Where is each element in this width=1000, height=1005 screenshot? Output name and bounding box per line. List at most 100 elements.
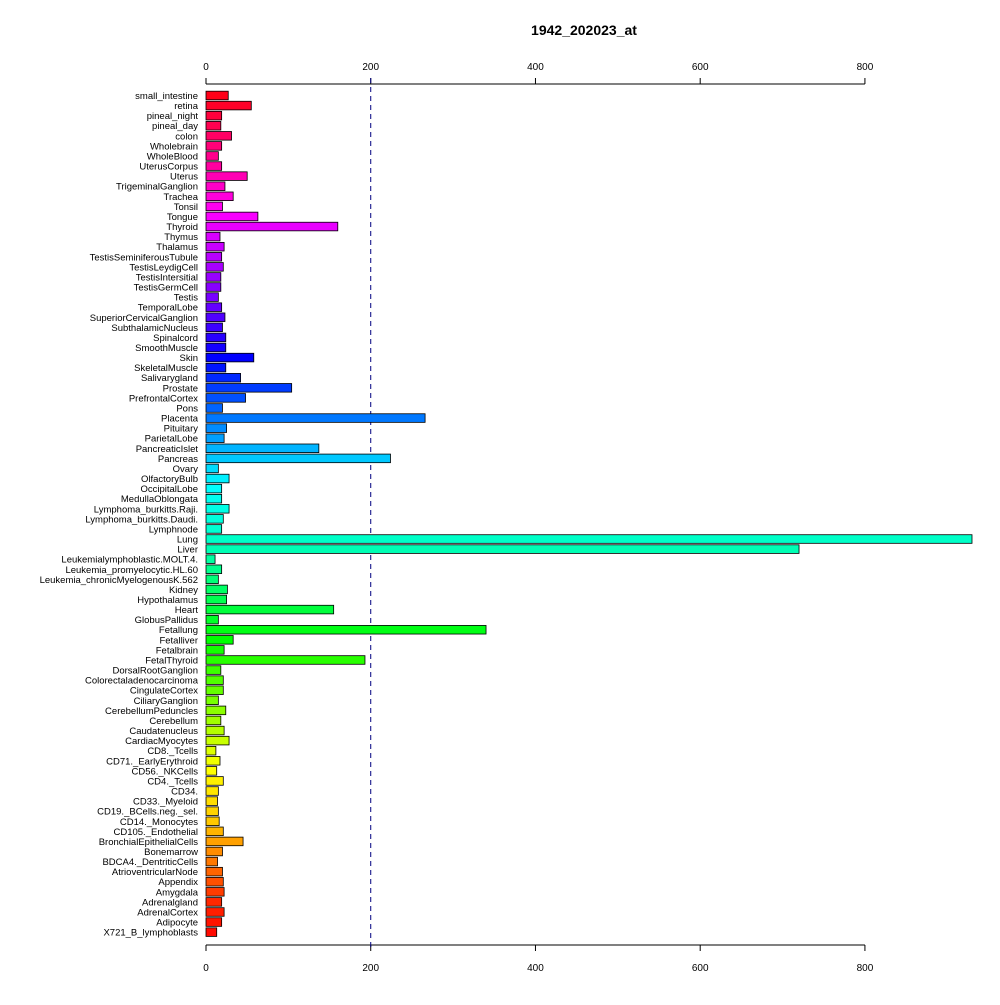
top-tick-label: 200 bbox=[362, 62, 379, 73]
category-label: Thymus bbox=[164, 232, 198, 243]
bar bbox=[205, 473, 230, 484]
bar bbox=[205, 574, 219, 585]
category-label: SubthalamicNucleus bbox=[111, 323, 198, 334]
category-label: Fetallung bbox=[159, 625, 198, 636]
bar bbox=[205, 695, 219, 706]
category-label: CD8._Tcells bbox=[147, 746, 198, 757]
category-label: TestisSeminiferousTubule bbox=[90, 252, 198, 263]
bar bbox=[205, 433, 225, 443]
bar bbox=[205, 322, 223, 333]
bar bbox=[205, 373, 241, 383]
bar bbox=[205, 201, 223, 212]
category-label: colon bbox=[175, 131, 198, 142]
category-label: Leukemia_chronicMyelogenousK.562 bbox=[40, 575, 198, 586]
category-label: Hypothalamus bbox=[137, 595, 198, 606]
bar bbox=[205, 272, 222, 282]
category-label: BDCA4._DentriticCells bbox=[102, 857, 198, 868]
bar bbox=[205, 534, 973, 544]
category-label: Thalamus bbox=[156, 242, 198, 253]
category-label: Thyroid bbox=[166, 222, 198, 233]
category-label: Prostate bbox=[163, 383, 198, 394]
bar bbox=[205, 625, 487, 635]
category-label: Kidney bbox=[169, 585, 198, 596]
bar bbox=[205, 594, 227, 605]
category-label: TestisGermCell bbox=[134, 283, 198, 294]
category-label: Ovary bbox=[173, 464, 199, 475]
bar bbox=[205, 544, 800, 554]
bar bbox=[205, 181, 226, 191]
bar bbox=[205, 877, 224, 887]
bar bbox=[205, 806, 219, 816]
category-label: X721_B_lymphoblasts bbox=[103, 928, 198, 939]
bar bbox=[205, 342, 227, 353]
bar bbox=[205, 413, 426, 423]
bar bbox=[205, 443, 320, 454]
bar bbox=[205, 635, 234, 645]
bar bbox=[205, 393, 246, 403]
category-label: GlobusPallidus bbox=[135, 615, 199, 626]
category-label: Appendix bbox=[158, 877, 198, 888]
bar bbox=[205, 252, 223, 262]
bar bbox=[205, 302, 223, 312]
category-label: WholeBlood bbox=[147, 151, 198, 162]
bottom-tick-label: 600 bbox=[692, 963, 709, 974]
category-label: Wholebrain bbox=[150, 141, 198, 152]
bar bbox=[205, 403, 223, 413]
category-label: CingulateCortex bbox=[130, 686, 198, 697]
category-label: Lymphoma_burkitts.Raji. bbox=[94, 504, 198, 515]
category-label: Fetalbrain bbox=[156, 645, 198, 656]
category-label: Caudatenucleus bbox=[129, 726, 198, 737]
bottom-axis: 0 200 400 600 800 bbox=[203, 944, 874, 974]
bars-group bbox=[205, 90, 973, 937]
category-label: FetalThyroid bbox=[145, 655, 198, 666]
bar bbox=[205, 866, 223, 877]
bottom-tick-label: 0 bbox=[203, 963, 209, 974]
category-label: Colorectaladenocarcinoma bbox=[85, 676, 199, 687]
category-label: CiliaryGanglion bbox=[134, 696, 198, 707]
category-label: small_intestine bbox=[135, 91, 198, 102]
category-label: PancreaticIslet bbox=[136, 444, 199, 455]
bar bbox=[205, 332, 227, 343]
bar bbox=[205, 604, 335, 615]
bar bbox=[205, 171, 248, 181]
category-label: CD4._Tcells bbox=[147, 776, 198, 787]
bar bbox=[205, 907, 225, 917]
category-label: Leukemialymphoblastic.MOLT.4. bbox=[61, 555, 198, 566]
category-label: OccipitalLobe bbox=[140, 484, 198, 495]
category-label: Pituitary bbox=[164, 424, 199, 435]
category-label: TemporalLobe bbox=[138, 303, 198, 314]
bottom-tick-label: 800 bbox=[857, 963, 874, 974]
category-label: Uterus bbox=[170, 172, 198, 183]
bar bbox=[205, 725, 225, 736]
bar bbox=[205, 685, 224, 695]
bar bbox=[205, 927, 218, 937]
bar bbox=[205, 131, 232, 141]
category-label: Lung bbox=[177, 535, 198, 546]
category-label: AdrenalCortex bbox=[137, 907, 198, 918]
bottom-tick-label: 400 bbox=[527, 963, 544, 974]
bar bbox=[205, 241, 225, 252]
category-label: DorsalRootGanglion bbox=[112, 666, 198, 677]
bar bbox=[205, 756, 221, 766]
category-label: CD71._EarlyErythroid bbox=[106, 756, 198, 767]
bar bbox=[205, 423, 227, 433]
bar bbox=[205, 514, 224, 524]
bar bbox=[205, 776, 224, 786]
category-label: CerebellumPeduncles bbox=[105, 706, 198, 717]
bar bbox=[205, 766, 218, 776]
bar bbox=[205, 675, 224, 685]
category-label: CD33._Myeloid bbox=[133, 797, 198, 808]
bar bbox=[205, 897, 223, 907]
chart-title: 1942_202023_at bbox=[531, 22, 637, 38]
bottom-tick-label: 200 bbox=[362, 963, 379, 974]
category-label: retina bbox=[174, 101, 198, 112]
bar bbox=[205, 705, 227, 716]
top-axis: 0 200 400 600 800 bbox=[203, 62, 874, 85]
category-label: pineal_night bbox=[147, 111, 199, 122]
bar bbox=[205, 90, 229, 101]
category-label: Tonsil bbox=[174, 202, 198, 213]
category-label: CD19._BCells.neg._sel. bbox=[97, 807, 198, 818]
category-label: Bonemarrow bbox=[144, 847, 198, 858]
bar bbox=[205, 917, 223, 927]
